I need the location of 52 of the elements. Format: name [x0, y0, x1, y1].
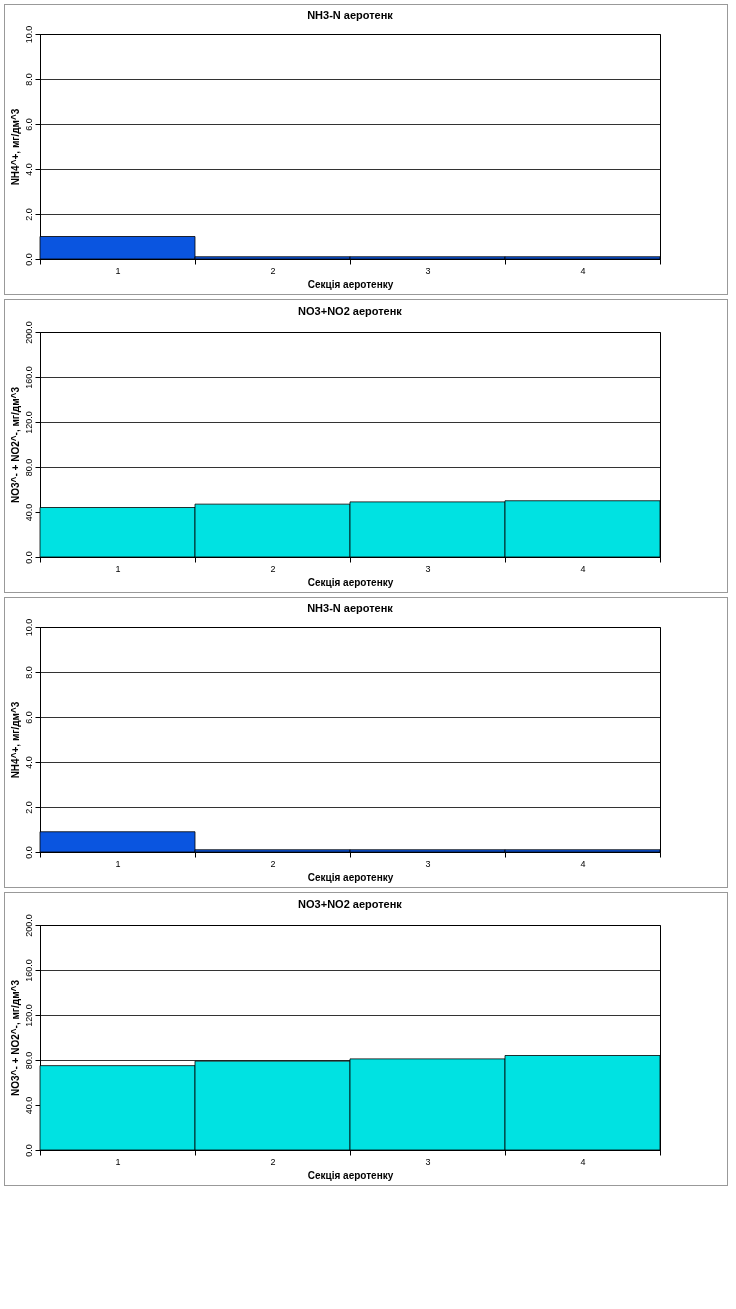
y-tick-label: 200.0 — [23, 914, 34, 937]
x-tick-label: 2 — [270, 265, 276, 276]
y-tick-label: 40.0 — [23, 503, 34, 522]
y-tick-label: 4.0 — [23, 163, 34, 176]
x-axis-title: Секція аеротенку — [307, 576, 394, 588]
x-tick-label: 3 — [425, 265, 431, 276]
x-tick-label: 2 — [270, 858, 276, 869]
chart-title: NH3-N аеротенк — [307, 602, 394, 615]
x-tick-label: 1 — [115, 1156, 121, 1167]
x-tick-label: 4 — [580, 563, 586, 574]
y-tick-label: 160.0 — [23, 959, 34, 982]
chart-title: NO3+NO2 аеротенк — [298, 897, 403, 910]
x-tick-label: 4 — [580, 858, 586, 869]
y-tick-label: 120.0 — [23, 1004, 34, 1027]
y-tick-label: 0.0 — [23, 551, 34, 564]
x-tick-label: 4 — [580, 1156, 586, 1167]
y-tick-label: 8.0 — [23, 73, 34, 86]
y-tick-label: 80.0 — [23, 458, 34, 477]
x-axis-title: Секція аеротенку — [307, 1169, 394, 1181]
y-tick-label: 40.0 — [23, 1096, 34, 1115]
x-axis-title: Секція аеротенку — [307, 278, 394, 290]
y-tick-label: 200.0 — [23, 321, 34, 344]
chart-title: NO3+NO2 аеротенк — [298, 304, 403, 317]
x-tick-label: 1 — [115, 563, 121, 574]
y-tick-label: 0.0 — [23, 1144, 34, 1157]
y-tick-label: 10.0 — [23, 618, 34, 637]
y-tick-label: 0.0 — [23, 846, 34, 859]
y-tick-label: 0.0 — [23, 253, 34, 266]
y-tick-label: 160.0 — [23, 366, 34, 389]
x-tick-label: 3 — [425, 858, 431, 869]
y-axis-title: NH4^+, мг/дм^3 — [9, 108, 21, 186]
y-tick-label: 2.0 — [23, 801, 34, 814]
y-tick-label: 10.0 — [23, 25, 34, 44]
x-tick-label: 2 — [270, 1156, 276, 1167]
x-tick-label: 2 — [270, 563, 276, 574]
y-tick-label: 8.0 — [23, 666, 34, 679]
y-tick-label: 2.0 — [23, 208, 34, 221]
y-tick-label: 6.0 — [23, 118, 34, 131]
y-axis-title: NO3^- + NO2^-, мг/дм^3 — [9, 386, 21, 503]
y-tick-label: 4.0 — [23, 756, 34, 769]
y-axis-title: NH4^+, мг/дм^3 — [9, 701, 21, 779]
x-tick-label: 1 — [115, 858, 121, 869]
y-tick-label: 80.0 — [23, 1051, 34, 1070]
x-axis-title: Секція аеротенку — [307, 871, 394, 883]
y-tick-label: 6.0 — [23, 711, 34, 724]
y-tick-label: 120.0 — [23, 411, 34, 434]
x-tick-label: 3 — [425, 563, 431, 574]
x-tick-label: 1 — [115, 265, 121, 276]
chart-title: NH3-N аеротенк — [307, 9, 394, 22]
y-axis-title: NO3^- + NO2^-, мг/дм^3 — [9, 979, 21, 1096]
x-tick-label: 3 — [425, 1156, 431, 1167]
x-tick-label: 4 — [580, 265, 586, 276]
